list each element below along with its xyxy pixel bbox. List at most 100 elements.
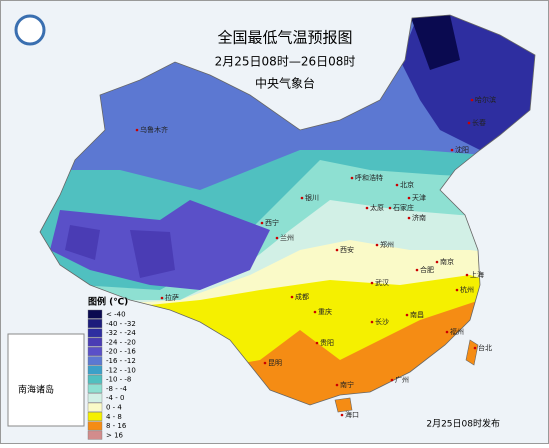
legend-label: -24 - -20 xyxy=(106,338,136,346)
city-dot xyxy=(370,320,374,324)
city-label: 西安 xyxy=(340,245,354,254)
legend-swatch xyxy=(87,309,103,319)
city-dot xyxy=(375,243,379,247)
city-dot xyxy=(467,121,471,125)
legend-label: 0 - 4 xyxy=(106,404,122,412)
city-dot xyxy=(275,236,279,240)
city-label: 郑州 xyxy=(380,241,394,249)
legend-label: -8 - -4 xyxy=(106,385,127,393)
city-label: 银川 xyxy=(305,193,319,202)
legend-label: -4 - 0 xyxy=(106,394,124,402)
city-label: 石家庄 xyxy=(393,203,414,212)
legend-swatch xyxy=(87,421,103,431)
legend-swatch xyxy=(87,365,103,375)
city-label: 乌鲁木齐 xyxy=(140,125,168,134)
city-label: 成都 xyxy=(295,292,309,301)
hainan xyxy=(334,397,353,413)
city-label: 沈阳 xyxy=(455,145,469,154)
city-dot xyxy=(405,313,409,317)
city-dot xyxy=(445,330,449,334)
legend-swatch xyxy=(87,374,103,384)
city-dot xyxy=(390,378,394,382)
legend-swatch xyxy=(87,384,103,394)
legend-label: -20 - -16 xyxy=(106,348,136,356)
legend-label: -16 - -12 xyxy=(106,357,136,365)
city-dot xyxy=(290,295,294,299)
city-label: 海口 xyxy=(345,410,359,419)
legend-label: 8 - 16 xyxy=(106,422,127,430)
legend-label: -12 - -10 xyxy=(106,366,136,374)
legend-swatch xyxy=(87,319,103,328)
city-dot xyxy=(135,128,139,132)
city-label: 福州 xyxy=(450,327,464,336)
city-label: 广州 xyxy=(395,375,409,384)
city-dot xyxy=(450,148,454,152)
period: 2月25日08时—26日08时 xyxy=(215,55,356,69)
city-label: 上海 xyxy=(470,270,484,279)
city-dot xyxy=(388,206,392,210)
city-label: 武汉 xyxy=(375,278,389,287)
city-dot xyxy=(455,288,459,292)
city-label: 南昌 xyxy=(410,310,424,319)
legend-swatch xyxy=(87,328,103,338)
city-label: 拉萨 xyxy=(165,293,179,302)
legend-swatch xyxy=(87,337,103,347)
legend-label: -40 - -32 xyxy=(106,320,136,328)
legend-label: -32 - -24 xyxy=(106,329,136,337)
legend-label: < -40 xyxy=(106,311,126,319)
footer-note: 2月25日08时发布 xyxy=(426,418,500,430)
issuer: 中央气象台 xyxy=(255,76,315,91)
city-dot xyxy=(365,206,369,210)
legend-label: > 16 xyxy=(106,431,124,439)
city-label: 哈尔滨 xyxy=(475,95,496,104)
legend-swatch xyxy=(87,356,103,366)
city-label: 重庆 xyxy=(318,307,332,316)
city-label: 杭州 xyxy=(460,285,474,294)
city-dot xyxy=(465,273,469,277)
city-label: 太原 xyxy=(370,203,384,212)
city-label: 北京 xyxy=(400,180,414,189)
city-label: 长春 xyxy=(472,118,486,127)
city-dot xyxy=(473,346,477,350)
city-dot xyxy=(340,413,344,417)
inset-label: 南海诸岛 xyxy=(18,384,54,396)
legend-swatch xyxy=(87,412,103,421)
city-dot xyxy=(335,248,339,252)
city-dot xyxy=(335,383,339,387)
city-label: 西宁 xyxy=(265,218,279,227)
city-dot xyxy=(370,281,374,285)
inset xyxy=(7,333,85,427)
city-dot xyxy=(300,196,304,200)
city-dot xyxy=(350,176,354,180)
city-dot xyxy=(395,183,399,187)
legend-label: 4 - 8 xyxy=(106,413,122,421)
city-label: 台北 xyxy=(478,343,492,352)
city-dot xyxy=(407,216,411,220)
city-dot xyxy=(313,310,317,314)
city-label: 南宁 xyxy=(340,380,354,389)
city-label: 南京 xyxy=(440,257,454,266)
city-label: 昆明 xyxy=(268,359,282,367)
title: 全国最低气温预报图 xyxy=(217,29,352,47)
legend: < -40-40 - -32-32 - -24-24 - -20 -20 - -1… xyxy=(87,309,136,440)
legend-swatch xyxy=(87,430,103,440)
city-dot xyxy=(160,296,164,300)
city-label: 天津 xyxy=(412,194,426,202)
legend-swatch xyxy=(87,393,103,403)
taiwan xyxy=(465,339,479,366)
legend-swatch xyxy=(87,402,103,412)
city-dot xyxy=(415,268,419,272)
legend-title: 图例 (℃) xyxy=(88,296,128,308)
city-dot xyxy=(435,260,439,264)
city-label: 合肥 xyxy=(420,265,434,274)
city-label: 济南 xyxy=(412,213,426,222)
logo xyxy=(14,14,46,46)
city-dot xyxy=(470,98,474,102)
city-dot xyxy=(263,361,267,365)
city-dot xyxy=(260,221,264,225)
border xyxy=(39,14,536,406)
city-label: 贵阳 xyxy=(320,338,334,347)
legend-swatch xyxy=(87,347,103,356)
